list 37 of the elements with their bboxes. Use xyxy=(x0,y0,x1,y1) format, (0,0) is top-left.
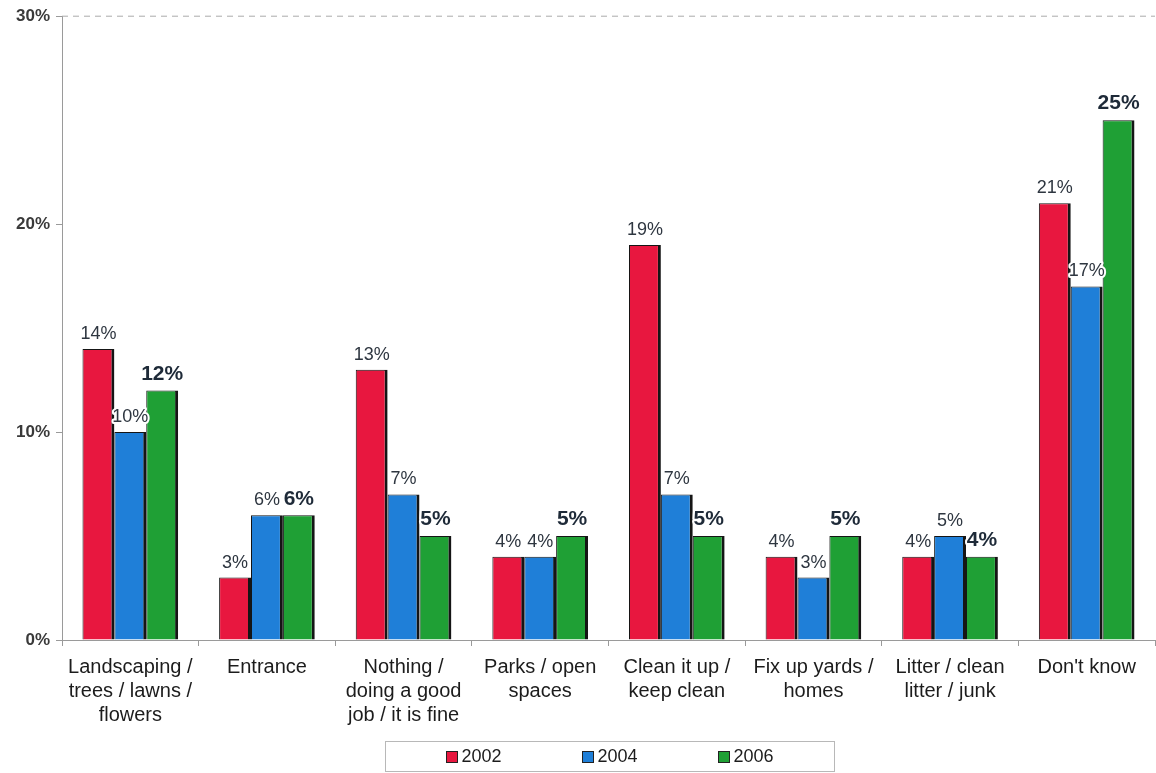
data-label: 3% xyxy=(800,551,827,572)
y-tick-label: 10% xyxy=(15,421,50,441)
x-tick-label: Landscaping / trees / lawns / flowers xyxy=(68,654,194,725)
legend-label: 2002 xyxy=(461,746,502,767)
x-tick-label: Entrance xyxy=(226,654,307,677)
x-tick-label: Clean it up / keep clean xyxy=(623,654,731,701)
y-tick-label: 30% xyxy=(15,5,50,25)
x-tick-label: Nothing / doing a good job / it is fine xyxy=(345,654,462,725)
legend-label: 2006 xyxy=(733,746,774,767)
data-label: 4% xyxy=(905,530,932,551)
legend-label: 2004 xyxy=(597,746,638,767)
data-label: 5% xyxy=(693,506,725,530)
data-label: 5% xyxy=(420,506,451,530)
data-label: 21% xyxy=(1036,177,1073,198)
y-tick-label: 0% xyxy=(25,629,50,649)
data-label: 4% xyxy=(495,530,522,551)
data-label: 13% xyxy=(353,343,390,364)
y-tick-label: 20% xyxy=(15,213,50,233)
x-tick-label: Don't know xyxy=(1037,654,1137,677)
data-label: 5% xyxy=(556,506,588,530)
data-label: 5% xyxy=(830,506,861,530)
data-label: 12% xyxy=(141,360,184,384)
x-tick-label: Parks / open spaces xyxy=(484,654,597,701)
data-label: 7% xyxy=(390,468,417,489)
data-label: 4% xyxy=(527,530,554,551)
data-label: 19% xyxy=(626,218,663,239)
data-label: 6% xyxy=(253,489,280,510)
data-label: 3% xyxy=(222,551,249,572)
data-label: 7% xyxy=(663,468,690,489)
data-label: 4% xyxy=(768,530,795,551)
data-label: 25% xyxy=(1097,90,1140,114)
x-tick-label: Fix up yards / homes xyxy=(753,654,874,701)
x-tick-label: Litter / clean litter / junk xyxy=(895,654,1005,701)
data-label: 14% xyxy=(80,322,117,343)
data-label: 5% xyxy=(937,510,964,530)
data-label: 6% xyxy=(283,485,315,509)
data-label: 4% xyxy=(966,527,998,551)
